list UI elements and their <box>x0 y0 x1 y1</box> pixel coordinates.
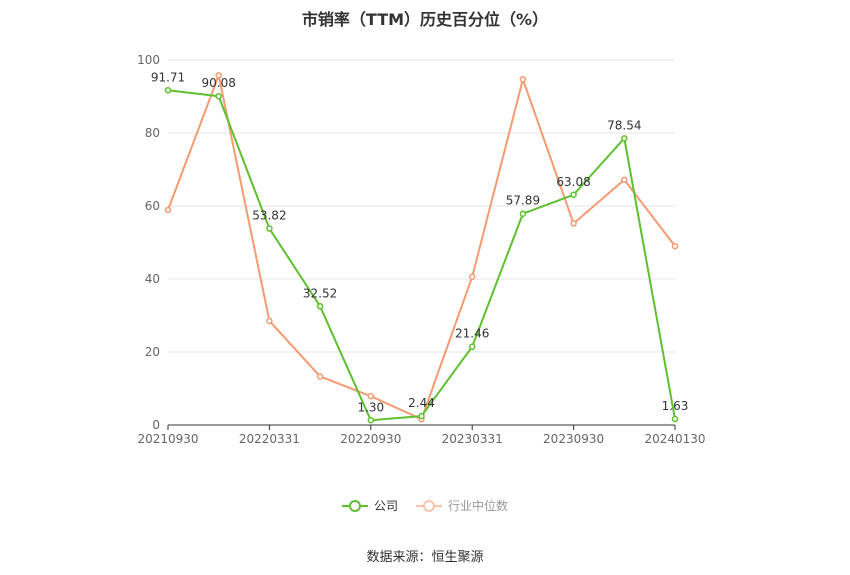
y-tick-label: 20 <box>145 345 160 359</box>
data-label: 91.71 <box>151 70 185 84</box>
data-point-industry-median <box>266 317 273 325</box>
x-tick-label: 20230930 <box>543 432 604 446</box>
legend-industry-label: 行业中位数 <box>448 499 509 513</box>
y-tick-label: 60 <box>145 199 160 213</box>
data-point-company <box>266 225 273 232</box>
data-point-company <box>671 415 679 423</box>
legend-company-marker <box>341 499 368 513</box>
data-source-note: 数据来源：恒生聚源 <box>366 550 484 565</box>
data-point-company <box>418 412 425 420</box>
data-point-industry-median <box>215 72 222 79</box>
data-label: 63.08 <box>556 175 590 189</box>
data-labels: 91.71 90.08 53.82 32.52 1.30 2.44 21.46 57.89 63… <box>151 70 689 414</box>
data-point-company <box>215 92 222 100</box>
data-point-industry-median <box>316 373 324 380</box>
legend-item-company[interactable]: 公司 <box>341 497 398 514</box>
data-label: 1.30 <box>357 400 384 414</box>
data-point-company <box>621 135 628 142</box>
data-point-industry-median <box>367 392 375 400</box>
data-point-company <box>164 87 172 94</box>
x-tick-label: 20220331 <box>239 432 300 446</box>
data-point-company <box>519 210 527 217</box>
legend-item-industry-median[interactable]: 行业中位数 <box>416 497 508 514</box>
data-label: 2.44 <box>408 396 435 410</box>
x-tick-label: 20230331 <box>442 432 503 446</box>
grid-lines <box>168 59 675 353</box>
data-label: 57.89 <box>506 194 540 208</box>
y-tick-label: 80 <box>145 126 160 140</box>
legend-company-label: 公司 <box>373 499 398 513</box>
data-point-industry-median <box>519 76 527 83</box>
x-tick-label: 20210930 <box>137 432 198 446</box>
data-point-company <box>367 417 375 424</box>
data-label: 32.52 <box>303 286 337 300</box>
data-label: 1.63 <box>662 399 689 413</box>
data-label: 90.08 <box>202 76 236 90</box>
data-point-company <box>570 191 577 199</box>
y-tick-label: 100 <box>137 53 160 67</box>
data-point-industry-median <box>570 220 577 227</box>
data-point-industry-median <box>671 242 679 250</box>
legend: 公司 行业中位数 <box>0 497 850 514</box>
data-label: 21.46 <box>455 327 489 341</box>
data-point-industry-median <box>164 206 172 214</box>
data-point-company <box>468 343 476 350</box>
data-point-industry-median <box>621 176 628 183</box>
legend-industry-marker <box>416 499 442 513</box>
series-line-company <box>167 89 676 422</box>
data-label: 78.54 <box>607 118 641 132</box>
series-lines <box>164 72 679 424</box>
chart-title: 市销率（TTM）历史百分位（%） <box>301 10 549 29</box>
x-tick-label: 20220930 <box>340 432 401 446</box>
y-tick-label: 40 <box>145 272 160 286</box>
data-label: 53.82 <box>252 209 286 223</box>
series-line-industry-median <box>167 74 676 421</box>
data-point-company <box>316 303 324 310</box>
y-tick-label: 0 <box>152 418 160 432</box>
data-point-industry-median <box>468 273 476 281</box>
x-tick-label: 20240130 <box>644 432 705 446</box>
axes: 0 20 40 60 80 100 20210930 20220331 20220930 2023… <box>137 53 705 446</box>
